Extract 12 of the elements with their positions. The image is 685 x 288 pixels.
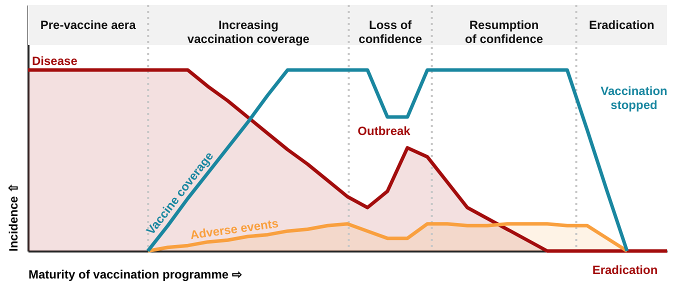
text: Eradication — [592, 263, 658, 277]
x-axis-title: Maturity of vaccination programme ⇨ — [28, 268, 242, 282]
text: Eradication — [588, 18, 654, 32]
annotation: Vaccination stopped — [600, 84, 668, 112]
text: Pre-vaccine aera — [40, 18, 136, 32]
text: Adverse events — [189, 216, 280, 242]
series-label: Disease — [32, 54, 78, 68]
text: Increasing vaccination coverage — [187, 18, 310, 46]
text: Loss of confidence — [358, 18, 422, 46]
text: Resumption of confidence — [465, 18, 544, 46]
annotation: Outbreak — [358, 124, 411, 138]
y-axis-title: Incidence ⇧ — [6, 182, 20, 252]
